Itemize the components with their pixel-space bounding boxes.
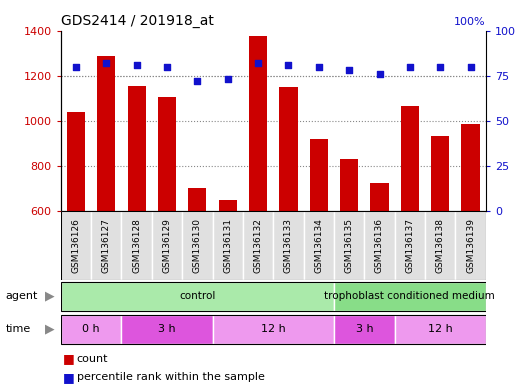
FancyBboxPatch shape bbox=[121, 211, 152, 280]
Text: GSM136129: GSM136129 bbox=[163, 218, 172, 273]
Text: GSM136138: GSM136138 bbox=[436, 218, 445, 273]
Bar bbox=[279, 87, 298, 346]
Point bbox=[254, 60, 262, 66]
Point bbox=[193, 78, 202, 84]
Point bbox=[345, 67, 353, 73]
Bar bbox=[188, 187, 206, 346]
Text: 100%: 100% bbox=[454, 17, 486, 27]
Point bbox=[466, 64, 475, 70]
Point bbox=[223, 76, 232, 83]
Text: ■: ■ bbox=[63, 353, 75, 366]
Bar bbox=[158, 97, 176, 346]
Text: percentile rank within the sample: percentile rank within the sample bbox=[77, 372, 265, 382]
FancyBboxPatch shape bbox=[274, 211, 304, 280]
FancyBboxPatch shape bbox=[455, 211, 486, 280]
Bar bbox=[67, 112, 85, 346]
Point bbox=[133, 62, 141, 68]
FancyBboxPatch shape bbox=[394, 314, 486, 344]
Text: 3 h: 3 h bbox=[158, 324, 176, 334]
FancyBboxPatch shape bbox=[61, 282, 334, 311]
FancyBboxPatch shape bbox=[61, 211, 91, 280]
Bar bbox=[370, 183, 389, 346]
FancyBboxPatch shape bbox=[212, 211, 243, 280]
Text: GSM136135: GSM136135 bbox=[345, 218, 354, 273]
FancyBboxPatch shape bbox=[334, 314, 394, 344]
Point bbox=[315, 64, 323, 70]
Bar bbox=[219, 200, 237, 346]
Text: GSM136128: GSM136128 bbox=[132, 218, 141, 273]
Text: 12 h: 12 h bbox=[261, 324, 286, 334]
Bar bbox=[461, 124, 479, 346]
Text: agent: agent bbox=[5, 291, 37, 301]
Bar bbox=[249, 36, 267, 346]
Bar bbox=[431, 136, 449, 346]
FancyBboxPatch shape bbox=[91, 211, 121, 280]
Point bbox=[102, 60, 110, 66]
Text: GSM136134: GSM136134 bbox=[314, 218, 323, 273]
Text: GSM136127: GSM136127 bbox=[102, 218, 111, 273]
FancyBboxPatch shape bbox=[243, 211, 274, 280]
Text: ▶: ▶ bbox=[45, 290, 54, 303]
Text: GSM136130: GSM136130 bbox=[193, 218, 202, 273]
Text: 0 h: 0 h bbox=[82, 324, 100, 334]
Point bbox=[72, 64, 80, 70]
Point bbox=[163, 64, 171, 70]
Point bbox=[436, 64, 445, 70]
Bar bbox=[340, 159, 358, 346]
Text: GSM136136: GSM136136 bbox=[375, 218, 384, 273]
Text: ■: ■ bbox=[63, 371, 75, 384]
Point bbox=[284, 62, 293, 68]
FancyBboxPatch shape bbox=[212, 314, 334, 344]
Point bbox=[406, 64, 414, 70]
Bar bbox=[128, 86, 146, 346]
Text: GSM136131: GSM136131 bbox=[223, 218, 232, 273]
FancyBboxPatch shape bbox=[334, 282, 486, 311]
Text: GDS2414 / 201918_at: GDS2414 / 201918_at bbox=[61, 14, 214, 28]
FancyBboxPatch shape bbox=[152, 211, 182, 280]
FancyBboxPatch shape bbox=[304, 211, 334, 280]
FancyBboxPatch shape bbox=[425, 211, 455, 280]
Bar bbox=[309, 139, 328, 346]
Text: 3 h: 3 h bbox=[355, 324, 373, 334]
FancyBboxPatch shape bbox=[334, 211, 364, 280]
Text: ▶: ▶ bbox=[45, 322, 54, 335]
Text: GSM136132: GSM136132 bbox=[253, 218, 262, 273]
Bar bbox=[97, 56, 115, 346]
FancyBboxPatch shape bbox=[364, 211, 394, 280]
Text: control: control bbox=[179, 291, 215, 301]
Text: count: count bbox=[77, 354, 108, 364]
Text: GSM136137: GSM136137 bbox=[406, 218, 414, 273]
Text: time: time bbox=[5, 324, 31, 334]
FancyBboxPatch shape bbox=[182, 211, 212, 280]
Text: GSM136126: GSM136126 bbox=[71, 218, 80, 273]
Text: 12 h: 12 h bbox=[428, 324, 452, 334]
FancyBboxPatch shape bbox=[394, 211, 425, 280]
Text: GSM136139: GSM136139 bbox=[466, 218, 475, 273]
Text: GSM136133: GSM136133 bbox=[284, 218, 293, 273]
Point bbox=[375, 71, 384, 77]
Bar bbox=[401, 106, 419, 346]
FancyBboxPatch shape bbox=[121, 314, 212, 344]
Text: trophoblast conditioned medium: trophoblast conditioned medium bbox=[325, 291, 495, 301]
FancyBboxPatch shape bbox=[61, 314, 121, 344]
